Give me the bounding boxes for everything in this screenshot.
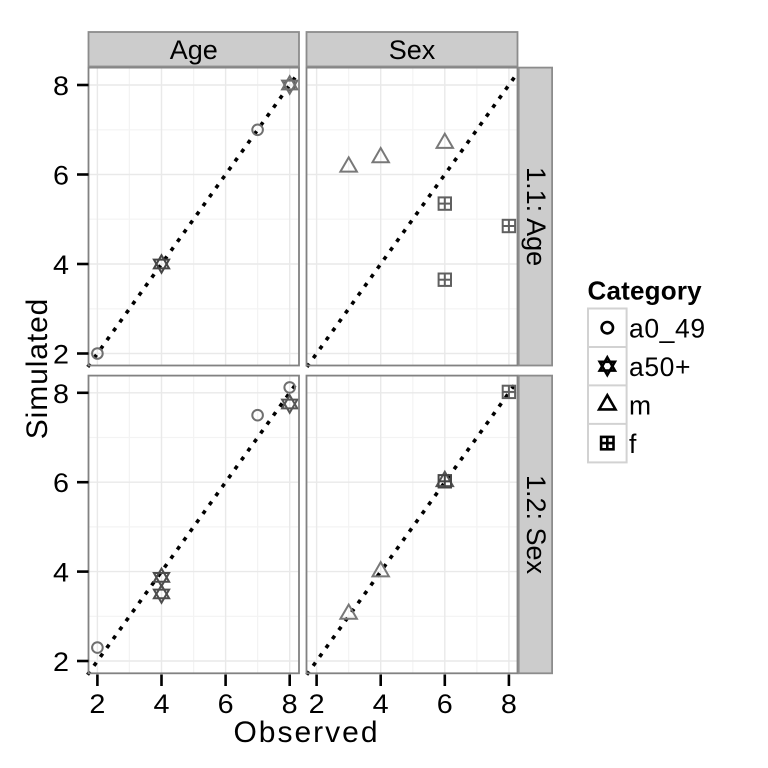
svg-text:4: 4 [154, 689, 170, 719]
svg-text:2: 2 [89, 689, 105, 719]
svg-text:6: 6 [218, 689, 234, 719]
svg-text:Sex: Sex [389, 35, 436, 65]
svg-text:Age: Age [170, 35, 218, 65]
svg-text:a0_49: a0_49 [629, 314, 706, 344]
svg-text:6: 6 [437, 689, 453, 719]
svg-text:6: 6 [53, 468, 69, 498]
svg-text:1.2: Sex: 1.2: Sex [521, 475, 551, 575]
svg-text:2: 2 [53, 340, 69, 370]
svg-text:Observed: Observed [233, 716, 379, 749]
svg-text:6: 6 [53, 161, 69, 191]
svg-text:8: 8 [282, 689, 298, 719]
svg-text:2: 2 [53, 647, 69, 677]
svg-text:2: 2 [309, 689, 325, 719]
svg-text:4: 4 [53, 558, 69, 588]
svg-text:8: 8 [53, 379, 69, 409]
svg-text:4: 4 [373, 689, 389, 719]
svg-text:1.1: Age: 1.1: Age [521, 167, 551, 266]
svg-text:8: 8 [501, 689, 517, 719]
svg-text:m: m [629, 391, 652, 421]
svg-text:8: 8 [53, 71, 69, 101]
svg-text:4: 4 [53, 250, 69, 280]
svg-text:f: f [629, 429, 637, 459]
svg-text:Category: Category [588, 276, 703, 306]
svg-text:Simulated: Simulated [21, 298, 54, 440]
svg-text:a50+: a50+ [629, 352, 691, 382]
